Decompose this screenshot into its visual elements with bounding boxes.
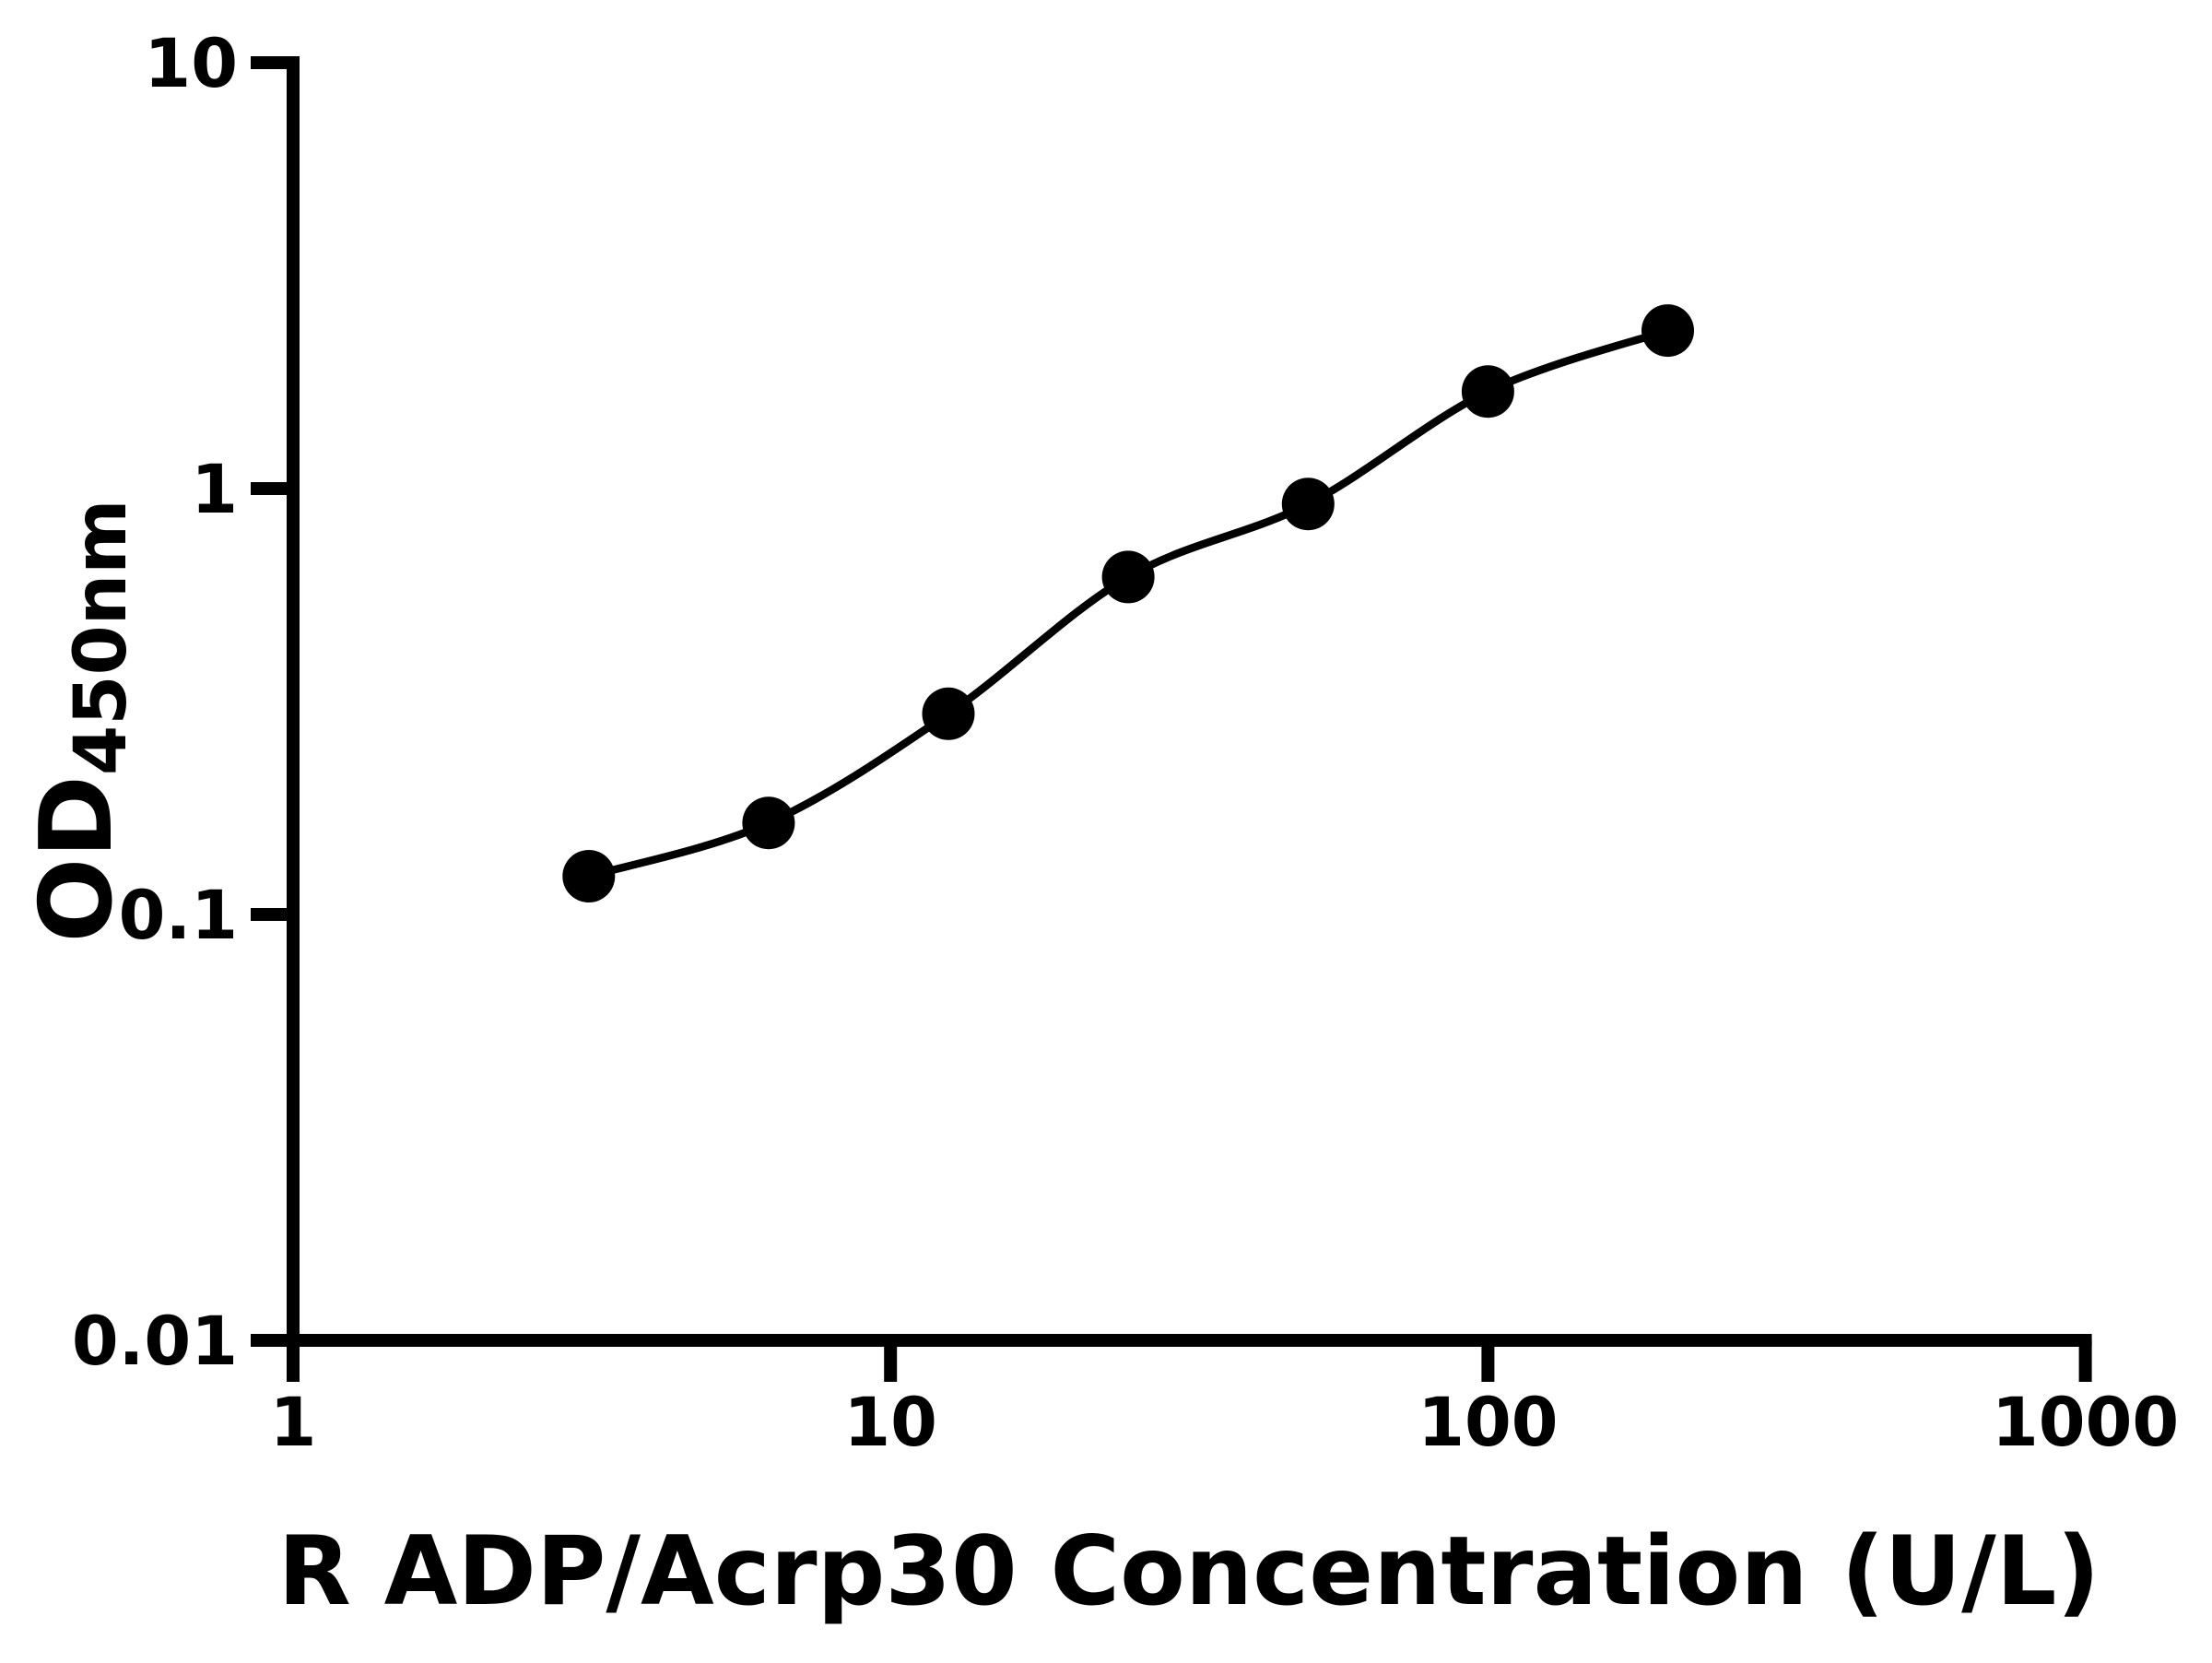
y-tick-label: 0.1 (119, 877, 238, 955)
y-axis-title-main: OD (19, 775, 135, 942)
data-point (742, 796, 795, 850)
y-tick-label: 10 (144, 25, 238, 103)
x-tick (1481, 1340, 1495, 1382)
x-axis-line (287, 1334, 2092, 1347)
data-point (1101, 550, 1155, 604)
x-tick-label: 10 (843, 1384, 937, 1462)
y-axis-title: OD450nm (19, 499, 143, 942)
x-tick (287, 1340, 300, 1382)
axes (287, 56, 2092, 1347)
y-tick (251, 908, 293, 921)
x-axis-title: R ADP/Acrp30 Concentration (U/L) (278, 1516, 2100, 1627)
tick-marks (251, 56, 2092, 1382)
data-point (1281, 478, 1335, 531)
fit-curve (584, 326, 1672, 880)
data-points (562, 304, 1694, 902)
x-tick (884, 1340, 898, 1382)
y-tick (251, 1334, 293, 1347)
x-tick-label: 100 (1418, 1384, 1558, 1462)
y-tick-label: 0.01 (72, 1303, 238, 1381)
x-tick-label: 1 (270, 1384, 317, 1462)
y-tick (251, 56, 293, 69)
y-tick-label: 1 (191, 451, 238, 529)
data-point (562, 850, 616, 902)
y-axis-title-subscript: 450nm (60, 499, 143, 775)
y-axis-line (287, 56, 300, 1347)
data-point (1641, 304, 1694, 358)
data-point (1461, 365, 1514, 419)
y-tick (251, 482, 293, 495)
x-tick (2078, 1340, 2092, 1382)
data-point (922, 687, 975, 740)
tick-labels: 0.01 0.1 1 10 1 10 100 1000 (72, 25, 2179, 1462)
x-tick-label: 1000 (1992, 1384, 2179, 1462)
